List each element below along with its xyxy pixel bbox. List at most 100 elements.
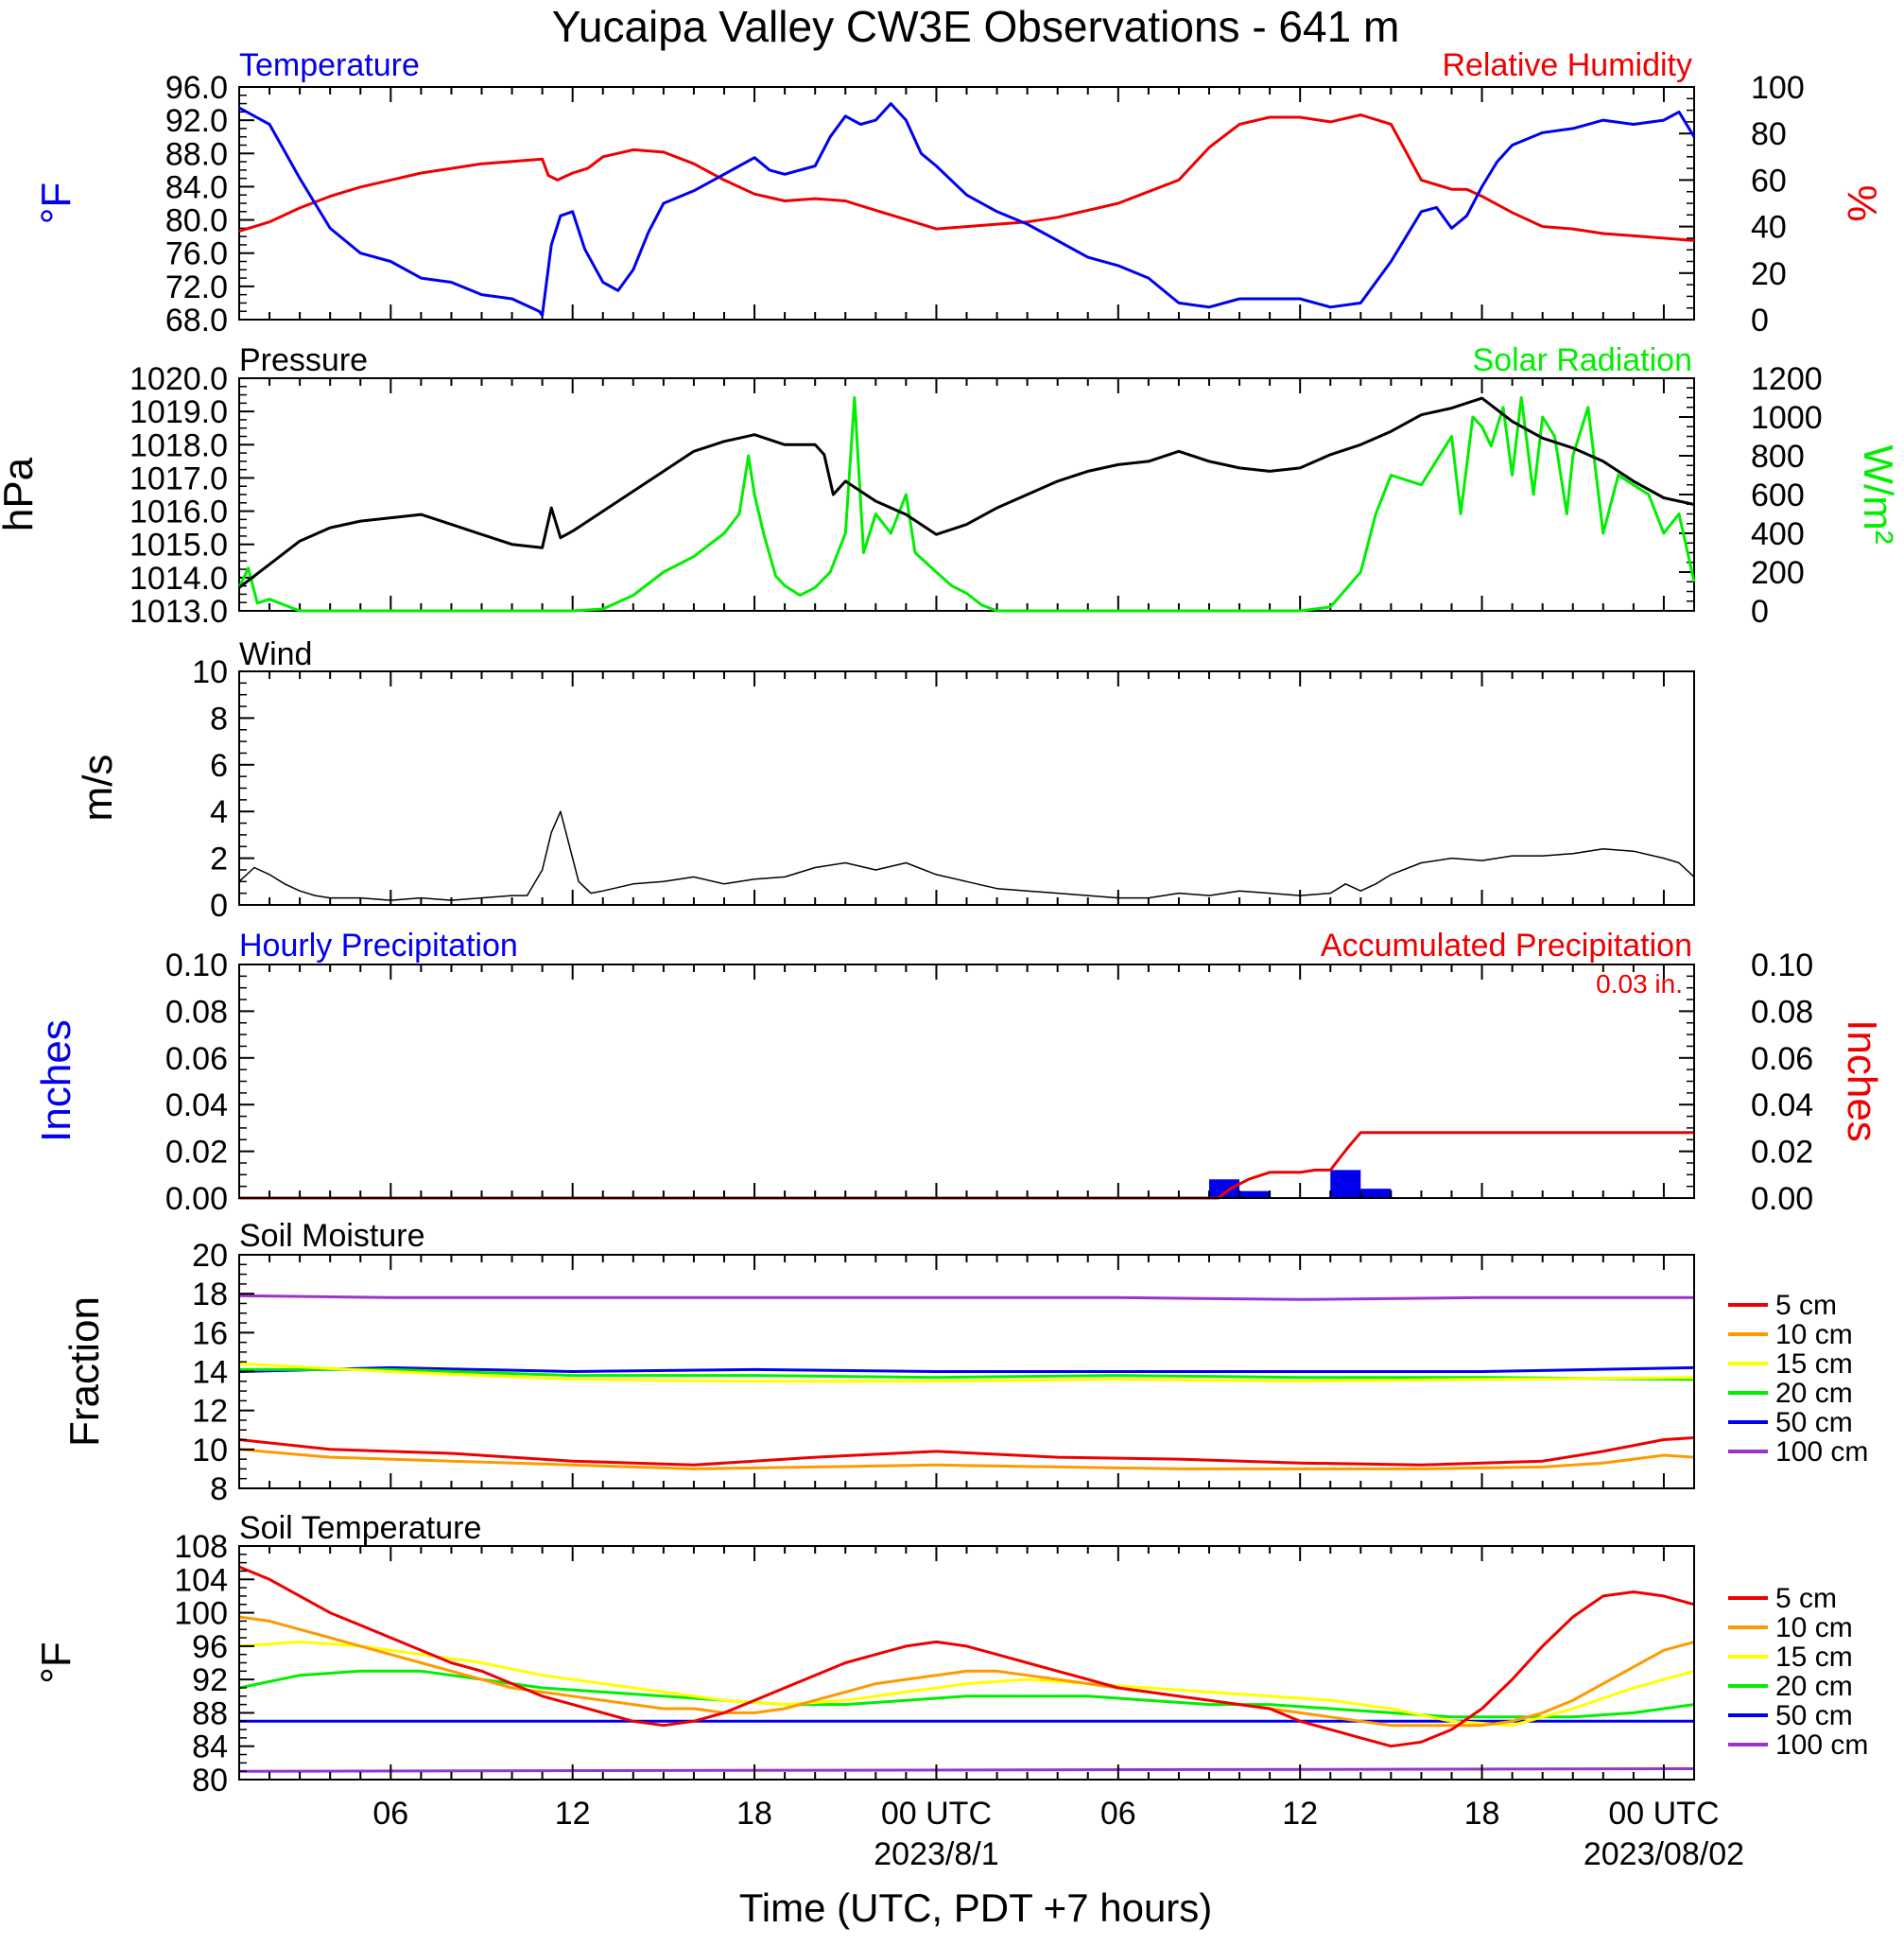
x-tick-label: 12 <box>555 1796 591 1832</box>
soil-moisture-legend-label: 15 cm <box>1775 1348 1853 1380</box>
soil-moisture-line <box>238 1436 1695 1467</box>
temp-y-tick-label: 68.0 <box>165 303 228 339</box>
soil-temperature-line <box>238 1565 1695 1748</box>
soil-temperature-legend-label: 20 cm <box>1775 1671 1853 1702</box>
soil-temperature-legend-label: 100 cm <box>1775 1729 1868 1761</box>
x-date-label: 2023/08/02 <box>1584 1836 1744 1872</box>
humidity-line <box>238 113 1695 242</box>
x-date-label: 2023/8/1 <box>874 1836 998 1872</box>
wind-title: Wind <box>239 636 312 672</box>
x-axis: 06 12 18 00 UTC 06 12 18 00 UTC 2023/8/1 2023/08/… <box>372 1796 1744 1872</box>
press-y-tick-label: 1020.0 <box>130 361 228 397</box>
soil-moisture-line <box>238 1294 1694 1301</box>
soil-moisture-line <box>239 1367 1695 1381</box>
precip-acc-y2-tick-label: 0.10 <box>1751 947 1813 983</box>
soil-moisture-line <box>238 1362 1695 1383</box>
chart-title: Yucaipa Valley CW3E Observations - 641 m <box>552 2 1400 51</box>
soil-temperature-line <box>238 1615 1695 1728</box>
accumulated-precip-title: Accumulated Precipitation <box>1321 928 1692 964</box>
solar-y2-tick-label: 200 <box>1751 555 1805 591</box>
soil-moisture-y-tick-label: 8 <box>210 1471 228 1507</box>
humidity-unit-label: % <box>1839 184 1885 221</box>
soil-temperature-y-tick-label: 96 <box>192 1629 228 1665</box>
precip-y-tick-label: 0.08 <box>165 994 228 1030</box>
solar-y2-tick-label: 400 <box>1751 516 1805 552</box>
accumulated-total-label: 0.03 in. <box>1596 969 1683 999</box>
rh-y2-tick-label: 80 <box>1751 116 1787 152</box>
precip-y-tick-label: 0.06 <box>165 1041 228 1077</box>
soil-moisture-title: Soil Moisture <box>239 1218 425 1254</box>
wind-speed-line <box>238 810 1695 901</box>
x-tick-label: 18 <box>1464 1796 1500 1832</box>
soil-temperature-title: Soil Temperature <box>239 1510 481 1546</box>
wind-unit-label: m/s <box>75 755 121 822</box>
solar-y2-tick-label: 1000 <box>1751 400 1823 436</box>
temperature-unit-label: °F <box>33 182 79 224</box>
soil-temperature-line <box>238 1640 1695 1728</box>
rh-y2-tick-label: 100 <box>1751 70 1805 106</box>
soil-moisture-legend-label: 100 cm <box>1775 1436 1868 1468</box>
soil-moisture-legend-label: 20 cm <box>1775 1378 1853 1409</box>
soil-temperature-y-tick-label: 80 <box>192 1763 228 1798</box>
soil-moisture-y-tick-label: 20 <box>192 1238 228 1274</box>
soil-temperature-y-tick-label: 88 <box>192 1695 228 1731</box>
precip-unit-label-left: Inches <box>33 1019 79 1142</box>
x-tick-label: 12 <box>1282 1796 1318 1832</box>
temp-y-tick-label: 88.0 <box>165 136 228 172</box>
x-tick-label: 00 UTC <box>1608 1796 1719 1832</box>
precip-y-tick-label: 0.02 <box>165 1135 228 1171</box>
soil-temperature-line <box>238 1669 1695 1719</box>
soil-temperature-y-tick-label: 104 <box>174 1562 228 1598</box>
soil-temperature-y-tick-label: 100 <box>174 1596 228 1632</box>
precip-unit-label-right: Inches <box>1839 1019 1885 1142</box>
precip-y-tick-label: 0.00 <box>165 1181 228 1217</box>
x-tick-label: 06 <box>1100 1796 1136 1832</box>
temperature-title: Temperature <box>239 47 420 83</box>
soil-moisture-legend-label: 10 cm <box>1775 1319 1853 1350</box>
press-y-tick-label: 1015.0 <box>130 528 228 564</box>
hourly-precip-bar <box>1360 1189 1392 1198</box>
soil-moisture-y-tick-label: 14 <box>192 1355 228 1391</box>
temp-y-tick-label: 84.0 <box>165 169 228 205</box>
soil-moisture-y-tick-label: 12 <box>192 1394 228 1430</box>
soil-temperature-y-tick-label: 84 <box>192 1729 228 1765</box>
temp-y-tick-label: 76.0 <box>165 236 228 272</box>
press-y-tick-label: 1017.0 <box>130 460 228 496</box>
press-y-tick-label: 1014.0 <box>130 561 228 597</box>
hourly-precip-title: Hourly Precipitation <box>239 928 518 964</box>
press-y-tick-label: 1019.0 <box>130 394 228 430</box>
solar-line <box>237 396 1696 613</box>
soil-temperature-y-tick-label: 108 <box>174 1529 228 1565</box>
humidity-title: Relative Humidity <box>1442 47 1692 83</box>
panel-precipitation: 0.10 0.08 0.06 0.04 0.02 0.00 0.10 0.08 0.06 0.04… <box>33 928 1885 1217</box>
precip-frame <box>238 964 1695 1199</box>
precip-acc-y2-tick-label: 0.00 <box>1751 1181 1813 1217</box>
soil-temperature-legend-label: 5 cm <box>1775 1583 1837 1614</box>
wind-y-tick-label: 4 <box>210 794 228 830</box>
x-tick-label: 00 UTC <box>881 1796 992 1832</box>
pressure-line <box>238 396 1695 589</box>
press-y-tick-label: 1018.0 <box>130 427 228 463</box>
temp-y-tick-label: 72.0 <box>165 269 228 305</box>
soil-temperature-legend-label: 10 cm <box>1775 1612 1853 1643</box>
x-tick-label: 06 <box>372 1796 408 1832</box>
wind-y-tick-label: 0 <box>210 888 228 924</box>
chart-panels: 96.092.088.084.080.076.072.068.010080604… <box>0 47 1901 1798</box>
press-frame <box>238 377 1695 612</box>
temp-y-tick-label: 92.0 <box>165 103 228 139</box>
wind-y-tick-label: 8 <box>210 701 228 737</box>
wind-frame <box>238 670 1695 906</box>
solar-title: Solar Radiation <box>1473 342 1692 378</box>
soil-moisture-y-tick-label: 16 <box>192 1315 228 1351</box>
press-y-tick-label: 1013.0 <box>130 594 228 630</box>
panel-pressure-solar: 1020.01019.01018.01017.01016.01015.01014… <box>0 342 1901 630</box>
soil-temperature-line <box>238 1767 1695 1773</box>
solar-y2-tick-label: 0 <box>1751 594 1769 630</box>
soil-moisture-legend-label: 50 cm <box>1775 1407 1853 1438</box>
solar-y2-tick-label: 1200 <box>1751 361 1823 397</box>
soil-temperature-legend-label: 50 cm <box>1775 1700 1853 1731</box>
solar-unit-label: W/m² <box>1855 444 1901 544</box>
precip-y-tick-label: 0.04 <box>165 1087 228 1123</box>
soil-temperature-frame <box>238 1545 1695 1781</box>
